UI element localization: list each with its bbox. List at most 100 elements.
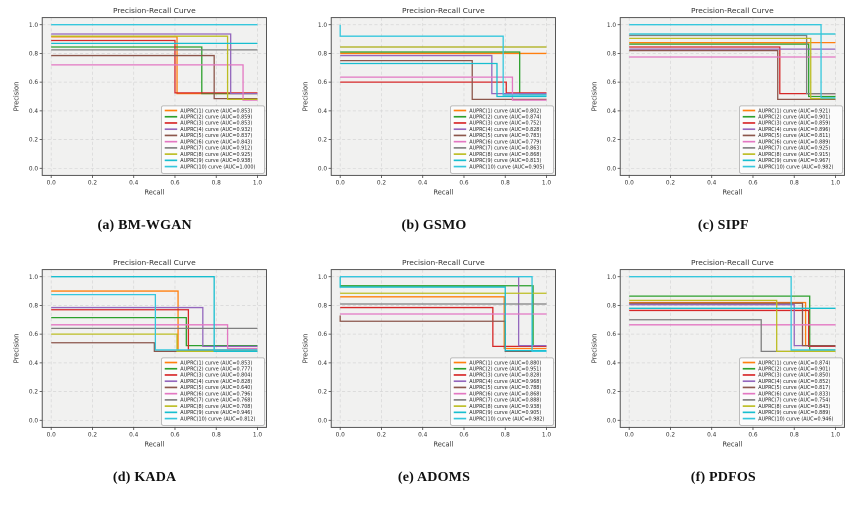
caption-tag: (d) [112,469,131,485]
subplot-caption: (b) GSMO [401,218,466,234]
svg-text:0.2: 0.2 [377,181,387,187]
svg-text:0.4: 0.4 [129,432,139,438]
svg-text:0.0: 0.0 [336,432,346,438]
svg-text:0.8: 0.8 [28,52,38,58]
svg-text:0.2: 0.2 [607,138,617,144]
svg-text:1.0: 1.0 [542,432,552,438]
svg-text:AUPRC(8) curve (AUC=0.915): AUPRC(8) curve (AUC=0.915) [759,152,831,158]
caption-tag: (e) [397,469,415,485]
pr-curve-chart-b: 0.0 0.2 0.4 0.6 0.8 1.0 0.0 0.2 0.4 0.6 0.8 1.0 Prec… [301,6,556,197]
svg-text:0.0: 0.0 [625,432,635,438]
svg-text:0.8: 0.8 [318,52,328,58]
svg-text:Recall: Recall [723,189,743,197]
svg-text:AUPRC(10) curve (AUC=0.905): AUPRC(10) curve (AUC=0.905) [469,164,544,170]
svg-text:1.0: 1.0 [253,432,263,438]
svg-text:AUPRC(4) curve (AUC=0.932): AUPRC(4) curve (AUC=0.932) [180,127,252,133]
caption-label: BM-WGAN [118,218,192,233]
svg-text:0.4: 0.4 [318,360,328,366]
svg-text:0.8: 0.8 [501,181,511,187]
svg-text:0.0: 0.0 [336,181,346,187]
caption-label: SIPF [717,218,749,233]
svg-text:AUPRC(1) curve (AUC=0.853): AUPRC(1) curve (AUC=0.853) [180,108,252,114]
svg-text:1.0: 1.0 [253,181,263,187]
svg-text:AUPRC(9) curve (AUC=0.813): AUPRC(9) curve (AUC=0.813) [469,158,541,164]
svg-text:0.6: 0.6 [607,332,617,338]
svg-text:0.8: 0.8 [318,303,328,309]
svg-text:0.0: 0.0 [318,166,328,172]
svg-text:AUPRC(8) curve (AUC=0.708): AUPRC(8) curve (AUC=0.708) [180,403,252,409]
subplot-caption: (e) ADOMS [398,470,470,486]
pr-curve-chart-f: 0.0 0.2 0.4 0.6 0.8 1.0 0.0 0.2 0.4 0.6 0.8 1.0 Prec… [591,257,846,448]
svg-text:0.2: 0.2 [318,389,328,395]
svg-text:AUPRC(6) curve (AUC=0.779): AUPRC(6) curve (AUC=0.779) [469,139,541,145]
svg-text:0.6: 0.6 [749,432,759,438]
svg-text:Precision: Precision [12,333,20,363]
svg-text:AUPRC(1) curve (AUC=0.802): AUPRC(1) curve (AUC=0.802) [469,108,541,114]
svg-text:AUPRC(9) curve (AUC=0.946): AUPRC(9) curve (AUC=0.946) [180,410,252,416]
svg-text:0.8: 0.8 [790,181,800,187]
svg-text:0.4: 0.4 [318,109,328,115]
svg-text:Recall: Recall [433,189,453,197]
svg-text:1.0: 1.0 [318,274,328,280]
svg-text:AUPRC(7) curve (AUC=0.754): AUPRC(7) curve (AUC=0.754) [759,397,831,403]
svg-text:AUPRC(5) curve (AUC=0.817): AUPRC(5) curve (AUC=0.817) [759,385,831,391]
svg-text:0.8: 0.8 [607,303,617,309]
svg-text:0.6: 0.6 [170,181,180,187]
svg-text:AUPRC(8) curve (AUC=0.938): AUPRC(8) curve (AUC=0.938) [469,403,541,409]
svg-text:0.4: 0.4 [707,181,717,187]
svg-text:Precision-Recall Curve: Precision-Recall Curve [113,6,196,15]
subplot-caption: (f) PDFOS [691,470,756,486]
svg-text:1.0: 1.0 [28,274,38,280]
svg-text:AUPRC(4) curve (AUC=0.828): AUPRC(4) curve (AUC=0.828) [469,127,541,133]
caption-label: KADA [134,469,177,485]
svg-text:0.8: 0.8 [28,303,38,309]
svg-text:AUPRC(3) curve (AUC=0.853): AUPRC(3) curve (AUC=0.853) [180,121,252,127]
svg-text:AUPRC(3) curve (AUC=0.752): AUPRC(3) curve (AUC=0.752) [469,121,541,127]
svg-text:0.2: 0.2 [87,432,97,438]
svg-text:Recall: Recall [723,440,743,448]
caption-label: PDFOS [709,469,756,485]
svg-text:Precision-Recall Curve: Precision-Recall Curve [113,257,196,266]
subplot-caption: (a) BM-WGAN [97,218,191,234]
svg-text:Precision: Precision [301,82,309,112]
svg-text:0.8: 0.8 [211,432,221,438]
svg-text:AUPRC(10) curve (AUC=0.982): AUPRC(10) curve (AUC=0.982) [759,164,834,170]
svg-text:0.8: 0.8 [607,52,617,58]
svg-text:1.0: 1.0 [831,432,841,438]
svg-text:AUPRC(7) curve (AUC=0.863): AUPRC(7) curve (AUC=0.863) [469,146,541,152]
pr-curve-chart-e: 0.0 0.2 0.4 0.6 0.8 1.0 0.0 0.2 0.4 0.6 0.8 1.0 Prec… [301,257,556,448]
subplot-a: 0.0 0.2 0.4 0.6 0.8 1.0 0.0 0.2 0.4 0.6 0.8 1.0 Prec… [9,4,281,234]
caption-tag: (f) [690,469,706,485]
svg-text:0.0: 0.0 [28,166,38,172]
svg-text:1.0: 1.0 [542,181,552,187]
svg-text:0.6: 0.6 [607,80,617,86]
svg-text:AUPRC(1) curve (AUC=0.880): AUPRC(1) curve (AUC=0.880) [469,360,541,366]
svg-text:0.0: 0.0 [46,432,56,438]
svg-text:AUPRC(6) curve (AUC=0.868): AUPRC(6) curve (AUC=0.868) [469,391,541,397]
svg-text:AUPRC(4) curve (AUC=0.852): AUPRC(4) curve (AUC=0.852) [759,378,831,384]
svg-text:0.0: 0.0 [625,181,635,187]
svg-text:Precision: Precision [591,333,599,363]
svg-text:0.4: 0.4 [418,181,428,187]
svg-text:AUPRC(2) curve (AUC=0.777): AUPRC(2) curve (AUC=0.777) [180,366,252,372]
svg-text:0.8: 0.8 [211,181,221,187]
svg-text:Recall: Recall [144,189,164,197]
svg-text:AUPRC(5) curve (AUC=0.811): AUPRC(5) curve (AUC=0.811) [759,133,831,139]
pr-curve-chart-a: 0.0 0.2 0.4 0.6 0.8 1.0 0.0 0.2 0.4 0.6 0.8 1.0 Prec… [12,6,267,197]
svg-text:AUPRC(1) curve (AUC=0.921): AUPRC(1) curve (AUC=0.921) [759,108,831,114]
subplot-caption: (d) KADA [113,470,176,486]
svg-text:AUPRC(2) curve (AUC=0.901): AUPRC(2) curve (AUC=0.901) [759,366,831,372]
svg-text:0.0: 0.0 [318,418,328,424]
svg-text:1.0: 1.0 [318,23,328,29]
svg-text:0.2: 0.2 [318,138,328,144]
svg-text:AUPRC(8) curve (AUC=0.843): AUPRC(8) curve (AUC=0.843) [759,403,831,409]
svg-text:AUPRC(10) curve (AUC=1.000): AUPRC(10) curve (AUC=1.000) [180,164,255,170]
caption-label: ADOMS [416,469,471,485]
svg-text:0.0: 0.0 [28,418,38,424]
svg-text:AUPRC(5) curve (AUC=0.837): AUPRC(5) curve (AUC=0.837) [180,133,252,139]
svg-text:0.6: 0.6 [318,332,328,338]
svg-text:0.6: 0.6 [28,332,38,338]
svg-text:AUPRC(4) curve (AUC=0.968): AUPRC(4) curve (AUC=0.968) [469,378,541,384]
svg-text:Precision-Recall Curve: Precision-Recall Curve [691,257,774,266]
